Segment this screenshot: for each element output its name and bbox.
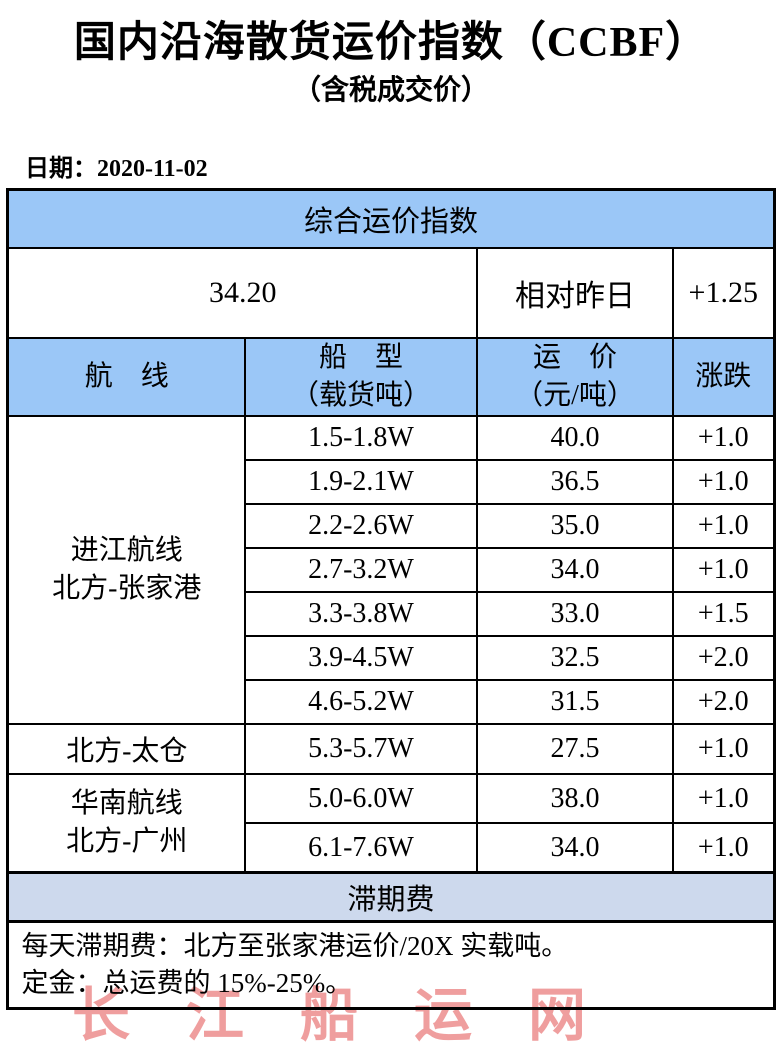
relative-day-change: +1.25 [671, 247, 776, 339]
change-cell: +2.0 [671, 679, 776, 725]
price-cell: 38.0 [475, 773, 674, 824]
route-cell-taicang: 北方-太仓 [6, 723, 246, 775]
change-cell: +2.0 [671, 635, 776, 681]
header-change: 涨跌 [671, 337, 776, 417]
freight-index-table: 综合运价指数 34.20 相对昨日 +1.25 航 线 船 型 （载货吨） 运 … [6, 188, 776, 1010]
demurrage-notes-row: 每天滞期费：北方至张家港运价/20X 实载吨。 定金：总运费的 15%-25%。 [6, 920, 776, 1010]
ship-type-cell: 1.9-2.1W [243, 459, 478, 505]
date-line: 日期：2020-11-02 [25, 148, 782, 183]
demurrage-note-line2: 定金：总运费的 15%-25%。 [21, 968, 353, 998]
demurrage-notes: 每天滞期费：北方至张家港运价/20X 实载吨。 定金：总运费的 15%-25%。 [6, 920, 776, 1010]
ship-type-cell: 2.2-2.6W [243, 503, 478, 549]
relative-day-label: 相对昨日 [475, 247, 674, 339]
table-row: 3.9-4.5W 32.5 +2.0 [8, 635, 776, 681]
composite-index-value: 34.20 [6, 247, 478, 339]
price-cell: 34.0 [475, 822, 674, 874]
price-cell: 40.0 [475, 415, 674, 461]
header-price-line2: （元/吨） [515, 380, 635, 411]
change-cell: +1.0 [671, 773, 776, 824]
route-cell-jinjiang: 进江航线 北方-张家港 [6, 415, 246, 725]
demurrage-banner-row: 滞期费 [6, 871, 776, 923]
table-row: 华南航线 北方-广州 5.0-6.0W 38.0 +1.0 [6, 773, 776, 874]
change-cell: +1.0 [671, 547, 776, 593]
composite-index-row: 34.20 相对昨日 +1.25 [6, 247, 776, 339]
route-cell-huanan: 华南航线 北方-广州 [6, 773, 246, 874]
table-row: 2.2-2.6W 35.0 +1.0 [8, 503, 776, 549]
change-cell: +1.5 [671, 591, 776, 637]
route-line2: 北方-广州 [66, 826, 188, 857]
table-row: 4.6-5.2W 31.5 +2.0 [8, 679, 776, 725]
header-price-line1: 运 价 [532, 342, 617, 373]
price-cell: 27.5 [475, 723, 674, 775]
route-line2: 北方-张家港 [52, 573, 202, 604]
header-ship-type-line1: 船 型 [318, 342, 403, 373]
ship-type-cell: 2.7-3.2W [243, 547, 478, 593]
ship-type-cell: 6.1-7.6W [243, 822, 478, 874]
price-cell: 34.0 [475, 547, 674, 593]
table-row: 北方-太仓 5.3-5.7W 27.5 +1.0 [6, 723, 776, 775]
change-cell: +1.0 [671, 723, 776, 775]
composite-banner: 综合运价指数 [6, 188, 776, 249]
price-cell: 35.0 [475, 503, 674, 549]
header-route: 航 线 [6, 337, 246, 417]
price-cell: 33.0 [475, 591, 674, 637]
ship-type-cell: 3.3-3.8W [243, 591, 478, 637]
table-row: 3.3-3.8W 33.0 +1.5 [8, 591, 776, 637]
price-cell: 32.5 [475, 635, 674, 681]
ship-type-cell: 3.9-4.5W [243, 635, 478, 681]
composite-banner-row: 综合运价指数 [6, 188, 776, 249]
change-cell: +1.0 [671, 459, 776, 505]
date-value: 2020-11-02 [97, 156, 208, 182]
header-ship-type: 船 型 （载货吨） [243, 337, 478, 417]
change-cell: +1.0 [671, 503, 776, 549]
page-title: 国内沿海散货运价指数（CCBF） [73, 20, 709, 66]
header-price: 运 价 （元/吨） [475, 337, 674, 417]
route-line1: 进江航线 [70, 535, 183, 566]
page-subtitle: （含税成交价） [292, 75, 489, 106]
ship-type-cell: 1.5-1.8W [243, 415, 478, 461]
table-row: 2.7-3.2W 34.0 +1.0 [8, 547, 776, 593]
demurrage-banner: 滞期费 [6, 871, 776, 923]
table-row: 进江航线 北方-张家港 1.5-1.8W 40.0 +1.0 [6, 415, 776, 725]
ship-type-cell: 4.6-5.2W [243, 679, 478, 725]
price-cell: 36.5 [475, 459, 674, 505]
ship-type-cell: 5.0-6.0W [243, 773, 478, 824]
header-ship-type-line2: （载货吨） [290, 380, 431, 411]
date-label: 日期： [25, 156, 97, 182]
demurrage-note-line1: 每天滞期费：北方至张家港运价/20X 实载吨。 [21, 931, 569, 961]
price-cell: 31.5 [475, 679, 674, 725]
change-cell: +1.0 [671, 822, 776, 874]
route-line1: 华南航线 [70, 788, 183, 819]
column-header-row: 航 线 船 型 （载货吨） 运 价 （元/吨） 涨跌 [6, 337, 776, 417]
table-row: 1.9-2.1W 36.5 +1.0 [8, 459, 776, 505]
change-cell: +1.0 [671, 415, 776, 461]
ship-type-cell: 5.3-5.7W [243, 723, 478, 775]
table-row: 6.1-7.6W 34.0 +1.0 [8, 822, 776, 874]
